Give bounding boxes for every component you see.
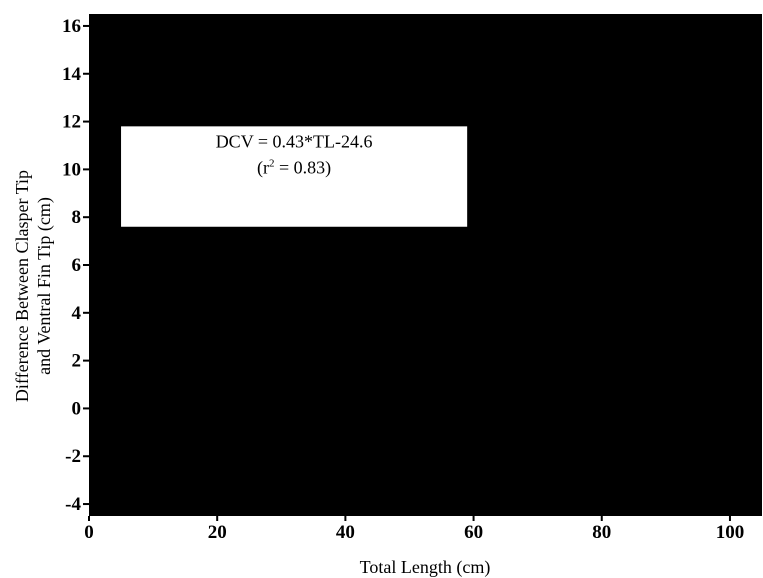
y-tick-label: -4 <box>65 494 81 515</box>
plot-area <box>89 14 762 516</box>
y-axis: -4 -2 0 2 4 6 8 10 12 14 16 <box>62 16 89 515</box>
annotation-equation: DCV = 0.43*TL-24.6 <box>216 131 373 151</box>
x-tick-label: 60 <box>464 522 483 543</box>
y-tick-label: 16 <box>62 16 81 37</box>
x-axis-title: Total Length (cm) <box>360 557 491 578</box>
x-tick-label: 0 <box>84 522 94 543</box>
y-tick-label: 0 <box>72 398 82 419</box>
y-axis-title-line-2: and Ventral Fin Tip (cm) <box>34 197 55 375</box>
y-tick-label: -2 <box>65 446 81 467</box>
y-tick-label: 14 <box>62 64 82 85</box>
y-tick-label: 2 <box>72 351 82 372</box>
y-axis-title: Difference Between Clasper Tip and Ventr… <box>12 170 55 402</box>
annotation-r-superscript: 2 <box>269 157 275 169</box>
y-tick-label: 8 <box>72 207 82 228</box>
y-axis-title-line-1: Difference Between Clasper Tip <box>12 170 32 402</box>
y-tick-label: 6 <box>72 255 82 276</box>
x-tick-label: 80 <box>592 522 611 543</box>
x-tick-label: 100 <box>716 522 745 543</box>
x-tick-label: 40 <box>336 522 355 543</box>
y-tick-label: 4 <box>72 303 82 324</box>
x-tick-label: 20 <box>208 522 227 543</box>
annotation-r-value: = 0.83) <box>275 157 332 178</box>
y-tick-label: 12 <box>62 112 81 133</box>
annotation-r-squared: (r2 = 0.83) <box>257 157 331 178</box>
annotation-box <box>121 126 468 227</box>
x-axis: 0 20 40 60 80 100 <box>84 516 744 543</box>
annotation-r-prefix: (r <box>257 157 269 178</box>
regression-annotation: DCV = 0.43*TL-24.6 (r2 = 0.83) <box>121 126 468 227</box>
y-tick-label: 10 <box>62 159 81 180</box>
